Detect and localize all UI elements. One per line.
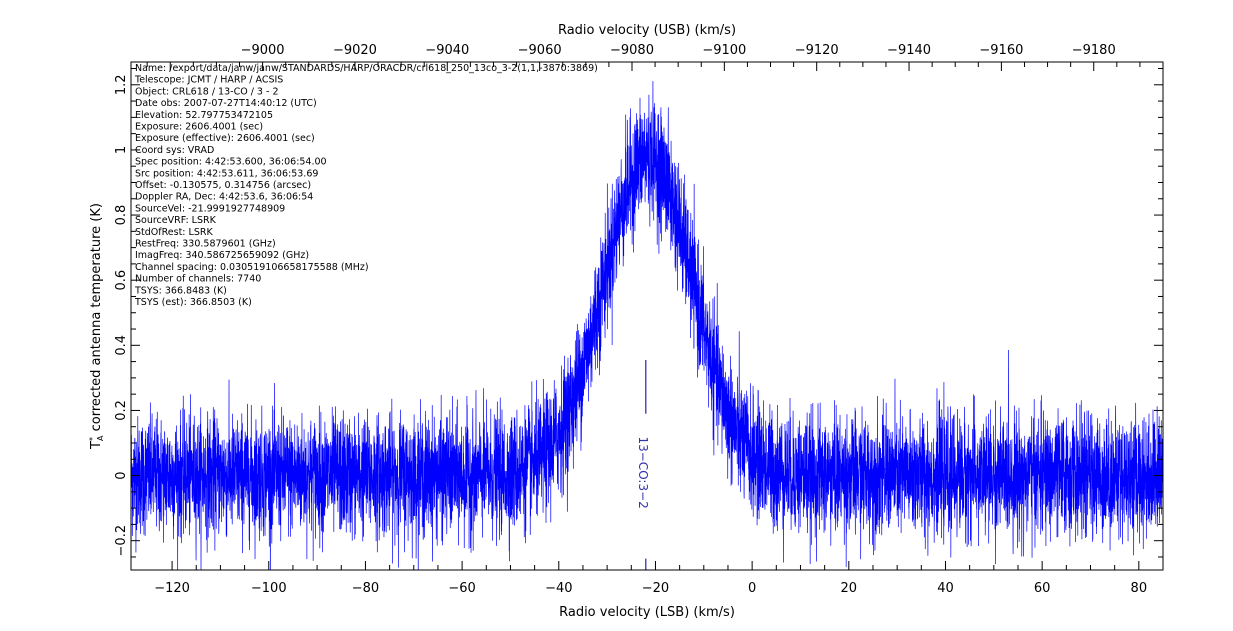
line-id-marker: 13−CO:3−2 <box>636 359 650 570</box>
axis-ticks <box>131 62 1164 570</box>
x-tick-label: 80 <box>1131 581 1148 596</box>
x2-tick-label: −9100 <box>702 43 746 58</box>
x2-tick-label: −9000 <box>241 43 285 58</box>
metadata-line: TSYS (est): 366.8503 (K) <box>134 297 252 308</box>
metadata-line: Telescope: JCMT / HARP / ACSIS <box>134 75 283 86</box>
top-axis-label: Radio velocity (USB) (km/s) <box>558 23 736 38</box>
metadata-line: Exposure: 2606.4001 (sec) <box>135 122 263 133</box>
y-tick-label: 1.2 <box>114 74 129 95</box>
x2-tick-label: −9120 <box>795 43 839 58</box>
y-label-symbol: T <box>89 441 104 450</box>
x2-tick-label: −9020 <box>333 43 377 58</box>
x-tick-label: −80 <box>352 581 379 596</box>
left-tick-labels: −0.2 0 0.2 0.4 0.6 0.8 1 1.2 <box>114 74 129 556</box>
spectrum-series <box>131 81 1163 570</box>
y-tick-label: −0.2 <box>114 525 129 557</box>
y-tick-label: 0.6 <box>114 270 129 291</box>
plot-frame <box>130 61 1164 571</box>
top-tick-labels: −9000 −9020 −9040 −9060 −9080 −9100 −9120 −9140… <box>241 43 1116 58</box>
metadata-line: ImagFreq: 340.586725659092 (GHz) <box>135 250 309 261</box>
metadata-line: Offset: -0.130575, 0.314756 (arcsec) <box>135 180 311 191</box>
x-tick-label: −40 <box>545 581 572 596</box>
x2-tick-label: −9160 <box>979 43 1023 58</box>
y-tick-label: 0.4 <box>114 335 129 356</box>
y-tick-label: 0 <box>114 471 129 479</box>
metadata-line: SourceVel: -21.9991927748909 <box>135 203 285 214</box>
metadata-line: RestFreq: 330.5879601 (GHz) <box>135 239 276 250</box>
x-tick-label: −60 <box>448 581 475 596</box>
y-tick-label: 0.8 <box>114 205 129 226</box>
y-label-description: corrected antenna temperature (K) <box>89 203 104 435</box>
x-tick-label: −20 <box>642 581 669 596</box>
y-tick-label: 0.2 <box>114 400 129 421</box>
metadata-block: Name: /export/data/janw/janw/STANDARDS/H… <box>134 63 598 308</box>
x-tick-label: 20 <box>841 581 858 596</box>
x2-tick-label: −9040 <box>425 43 469 58</box>
x-tick-label: −120 <box>154 581 190 596</box>
metadata-line: StdOfRest: LSRK <box>135 227 213 238</box>
metadata-line: Channel spacing: 0.030519106658175588 (M… <box>135 262 369 273</box>
metadata-line: TSYS: 366.8483 (K) <box>134 285 227 296</box>
x-tick-label: −100 <box>251 581 287 596</box>
x2-tick-label: −9140 <box>887 43 931 58</box>
x-axis-label: Radio velocity (LSB) (km/s) <box>559 605 735 620</box>
y-label-superscript: * <box>88 437 97 441</box>
x-tick-label: 40 <box>937 581 954 596</box>
metadata-line: Coord sys: VRAD <box>135 145 214 156</box>
metadata-line: Src position: 4:42:53.611, 36:06:53.69 <box>135 168 318 179</box>
spectrum-line <box>131 81 1163 570</box>
metadata-line: Object: CRL618 / 13-CO / 3 - 2 <box>135 86 278 97</box>
metadata-line: Doppler RA, Dec: 4:42:53.6, 36:06:54 <box>135 192 313 203</box>
bottom-tick-labels: −120 −100 −80 −60 −40 −20 0 20 40 60 80 <box>154 581 1147 596</box>
marker-label: 13−CO:3−2 <box>636 436 650 508</box>
x2-tick-label: −9080 <box>610 43 654 58</box>
metadata-line: Spec position: 4:42:53.600, 36:06:54.00 <box>135 157 327 168</box>
metadata-line: Exposure (effective): 2606.4001 (sec) <box>135 133 315 144</box>
metadata-line: Date obs: 2007-07-27T14:40:12 (UTC) <box>135 98 317 109</box>
y-tick-label: 1 <box>114 146 129 154</box>
metadata-line: Number of channels: 7740 <box>135 274 261 285</box>
y-label-subscript: A <box>96 435 105 441</box>
metadata-line: SourceVRF: LSRK <box>135 215 217 226</box>
metadata-line: Name: /export/data/janw/janw/STANDARDS/H… <box>135 63 598 74</box>
x-tick-label: 60 <box>1034 581 1051 596</box>
x-tick-label: 0 <box>748 581 756 596</box>
metadata-line: Elevation: 52.797753472105 <box>135 110 273 121</box>
x2-tick-label: −9180 <box>1072 43 1116 58</box>
x2-tick-label: −9060 <box>518 43 562 58</box>
y-axis-label: T*A corrected antenna temperature (K) <box>88 203 105 450</box>
